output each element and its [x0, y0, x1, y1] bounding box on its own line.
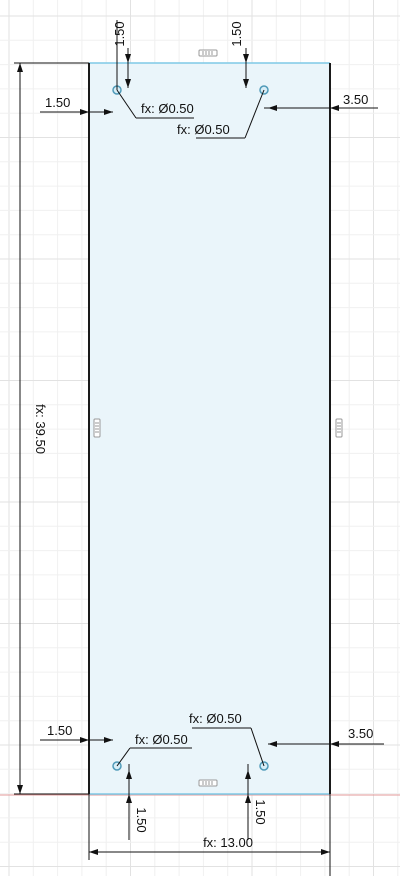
right-edge-constraint-icon[interactable]: [335, 418, 343, 438]
dimension-top-left-vertical[interactable]: 1.50: [112, 21, 127, 46]
dimension-bottom-left-diameter[interactable]: fx: Ø0.50: [135, 732, 188, 747]
dimension-top-left-diameter[interactable]: fx: Ø0.50: [141, 101, 194, 116]
bottom-edge-constraint-icon[interactable]: [198, 779, 218, 787]
dimension-bottom-right-horizontal[interactable]: 3.50: [348, 726, 373, 741]
dimension-top-left-horizontal[interactable]: 1.50: [45, 95, 70, 110]
dimension-overall-height[interactable]: fx: 39.50: [33, 404, 48, 454]
dimension-arrowheads: [17, 54, 339, 855]
sketch-profile[interactable]: [89, 63, 330, 794]
top-edge-constraint-icon[interactable]: [198, 49, 218, 57]
dimension-bottom-left-vertical[interactable]: 1.50: [134, 807, 149, 832]
dimension-overall-width[interactable]: fx: 13.00: [203, 835, 253, 850]
dimension-top-right-vertical[interactable]: 1.50: [229, 21, 244, 46]
dimension-bottom-left-horizontal[interactable]: 1.50: [47, 723, 72, 738]
dimension-top-right-diameter[interactable]: fx: Ø0.50: [177, 122, 230, 137]
dimension-bottom-right-diameter[interactable]: fx: Ø0.50: [189, 711, 242, 726]
dimension-top-right-horizontal[interactable]: 3.50: [343, 92, 368, 107]
dimension-bottom-right-vertical[interactable]: 1.50: [253, 799, 268, 824]
left-edge-constraint-icon[interactable]: [93, 418, 101, 438]
